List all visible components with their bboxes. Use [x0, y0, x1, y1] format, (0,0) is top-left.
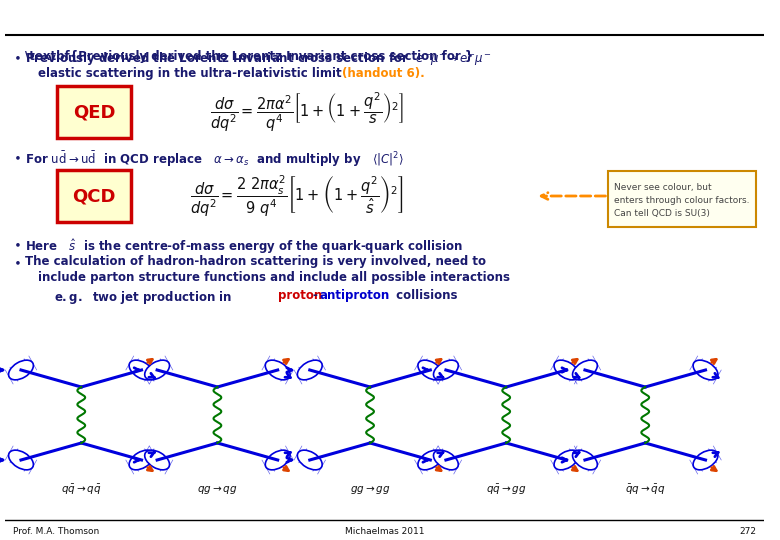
FancyBboxPatch shape	[57, 170, 131, 222]
Ellipse shape	[145, 360, 169, 380]
Text: elastic scattering in the ultra-relativistic limit: elastic scattering in the ultra-relativi…	[37, 67, 346, 80]
Text: $\bullet$: $\bullet$	[13, 150, 21, 163]
Text: antiproton: antiproton	[320, 289, 390, 302]
Text: Here   $\hat{s}$  is the centre-of-mass energy of the quark-quark collision: Here $\hat{s}$ is the centre-of-mass ene…	[25, 237, 463, 256]
Text: QED: QED	[73, 103, 115, 121]
Text: $qg\rightarrow qg$: $qg\rightarrow qg$	[197, 484, 238, 496]
Ellipse shape	[693, 450, 718, 470]
Ellipse shape	[265, 450, 290, 470]
Ellipse shape	[573, 360, 597, 380]
Text: $\bar{q}q\rightarrow \bar{q}q$: $\bar{q}q\rightarrow \bar{q}q$	[625, 483, 665, 497]
Text: 272: 272	[739, 528, 756, 537]
Text: $\dfrac{d\sigma}{dq^2} = \dfrac{2\pi\alpha^2}{q^4}\left[1+\left(1+\dfrac{q^2}{s}: $\dfrac{d\sigma}{dq^2} = \dfrac{2\pi\alp…	[210, 90, 404, 134]
Ellipse shape	[265, 360, 290, 380]
Text: (handout 6).: (handout 6).	[342, 67, 424, 80]
Ellipse shape	[693, 360, 718, 380]
Text: $\bullet$: $\bullet$	[13, 237, 21, 250]
Text: include parton structure functions and include all possible interactions: include parton structure functions and i…	[37, 271, 509, 284]
Ellipse shape	[129, 360, 154, 380]
Text: Prof. M.A. Thomson: Prof. M.A. Thomson	[13, 528, 100, 537]
Text: $gg\rightarrow gg$: $gg\rightarrow gg$	[349, 484, 391, 496]
Ellipse shape	[418, 360, 443, 380]
Text: Never see colour, but: Never see colour, but	[614, 183, 711, 192]
Ellipse shape	[418, 450, 443, 470]
Ellipse shape	[129, 450, 154, 470]
Text: $\mathbf{e.g.}$  two jet production in: $\mathbf{e.g.}$ two jet production in	[54, 289, 233, 306]
Text: proton: proton	[278, 289, 322, 302]
Text: enters through colour factors.: enters through colour factors.	[614, 196, 750, 205]
Ellipse shape	[145, 450, 169, 470]
FancyBboxPatch shape	[57, 86, 131, 138]
Ellipse shape	[9, 360, 34, 380]
Text: For $\mathrm{u\bar{d}} \rightarrow \mathrm{u\bar{d}}$  in QCD replace   $\alpha : For $\mathrm{u\bar{d}} \rightarrow \math…	[25, 150, 404, 170]
Text: $q\bar{q}\rightarrow q\bar{q}$: $q\bar{q}\rightarrow q\bar{q}$	[61, 483, 101, 497]
Text: -: -	[313, 289, 317, 302]
Text: $\dfrac{d\sigma}{dq^2} = \dfrac{2\ 2\pi\alpha_s^2}{9\ q^4}\left[1+\left(1+\dfrac: $\dfrac{d\sigma}{dq^2} = \dfrac{2\ 2\pi\…	[190, 173, 404, 219]
Text: Michaelmas 2011: Michaelmas 2011	[345, 528, 424, 537]
Ellipse shape	[573, 450, 597, 470]
Text: Can tell QCD is SU(3): Can tell QCD is SU(3)	[614, 209, 710, 218]
Text: The calculation of hadron-hadron scattering is very involved, need to: The calculation of hadron-hadron scatter…	[25, 255, 486, 268]
Text: $\bullet$: $\bullet$	[13, 50, 21, 63]
Text: collisions: collisions	[392, 289, 458, 302]
FancyBboxPatch shape	[608, 171, 756, 227]
Text: QCD: QCD	[73, 187, 115, 205]
Text: $\bullet$: $\bullet$	[13, 255, 21, 268]
Ellipse shape	[9, 450, 34, 470]
Ellipse shape	[434, 450, 459, 470]
Ellipse shape	[297, 360, 322, 380]
Ellipse shape	[297, 450, 322, 470]
Text: \textbf{Previously derived the Lorentz Invariant cross section for }: \textbf{Previously derived the Lorentz I…	[25, 50, 473, 63]
Ellipse shape	[434, 360, 459, 380]
Ellipse shape	[554, 360, 579, 380]
Ellipse shape	[554, 450, 579, 470]
Text: Previously derived the Lorentz Invariant cross section for  $e^{-}\mu^{-} \right: Previously derived the Lorentz Invariant…	[25, 50, 491, 67]
Text: $q\bar{q}\rightarrow gg$: $q\bar{q}\rightarrow gg$	[486, 483, 526, 497]
